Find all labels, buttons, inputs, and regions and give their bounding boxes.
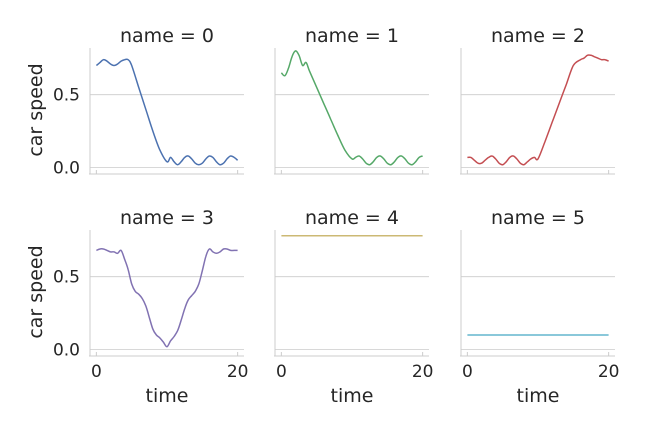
y-axis-label: car speed [25, 63, 47, 156]
panel-title: name = 0 [120, 25, 214, 47]
series-line [467, 54, 609, 166]
panel-title: name = 2 [491, 25, 585, 47]
y-tick-label: 0.5 [53, 268, 80, 288]
facet-panel: name = 3 0.0 0.5 car speed 0 20 time [25, 207, 248, 407]
panel-title: name = 1 [305, 25, 399, 47]
facet-panel: name = 4 0 20 time [274, 207, 433, 407]
y-tick-label: 0.0 [53, 159, 80, 179]
x-tick-label: 20 [412, 362, 434, 382]
panel-title: name = 3 [120, 207, 214, 229]
facet-panel: name = 0 0.0 0.5 car speed [25, 25, 244, 179]
panel-title: name = 5 [491, 207, 585, 229]
facet-panels: name = 0 0.0 0.5 car speed name = 1 name = 2 n… [25, 25, 619, 407]
series-line [280, 50, 423, 166]
x-axis-label: time [146, 385, 189, 407]
x-tick-label: 0 [276, 362, 287, 382]
facet-panel: name = 1 [274, 25, 429, 175]
x-tick-label: 0 [91, 362, 102, 382]
x-axis-label: time [331, 385, 374, 407]
y-axis-label: car speed [25, 245, 47, 338]
x-tick-label: 20 [227, 362, 249, 382]
series-line [95, 58, 239, 166]
x-tick-label: 20 [598, 362, 620, 382]
x-axis-label: time [517, 385, 560, 407]
y-tick-label: 0.0 [53, 341, 80, 361]
facet-panel: name = 2 [460, 25, 615, 175]
facet-panel: name = 5 0 20 time [460, 207, 619, 407]
series-line [96, 247, 238, 348]
y-tick-label: 0.5 [53, 86, 80, 106]
panel-title: name = 4 [305, 207, 399, 229]
x-tick-label: 0 [462, 362, 473, 382]
